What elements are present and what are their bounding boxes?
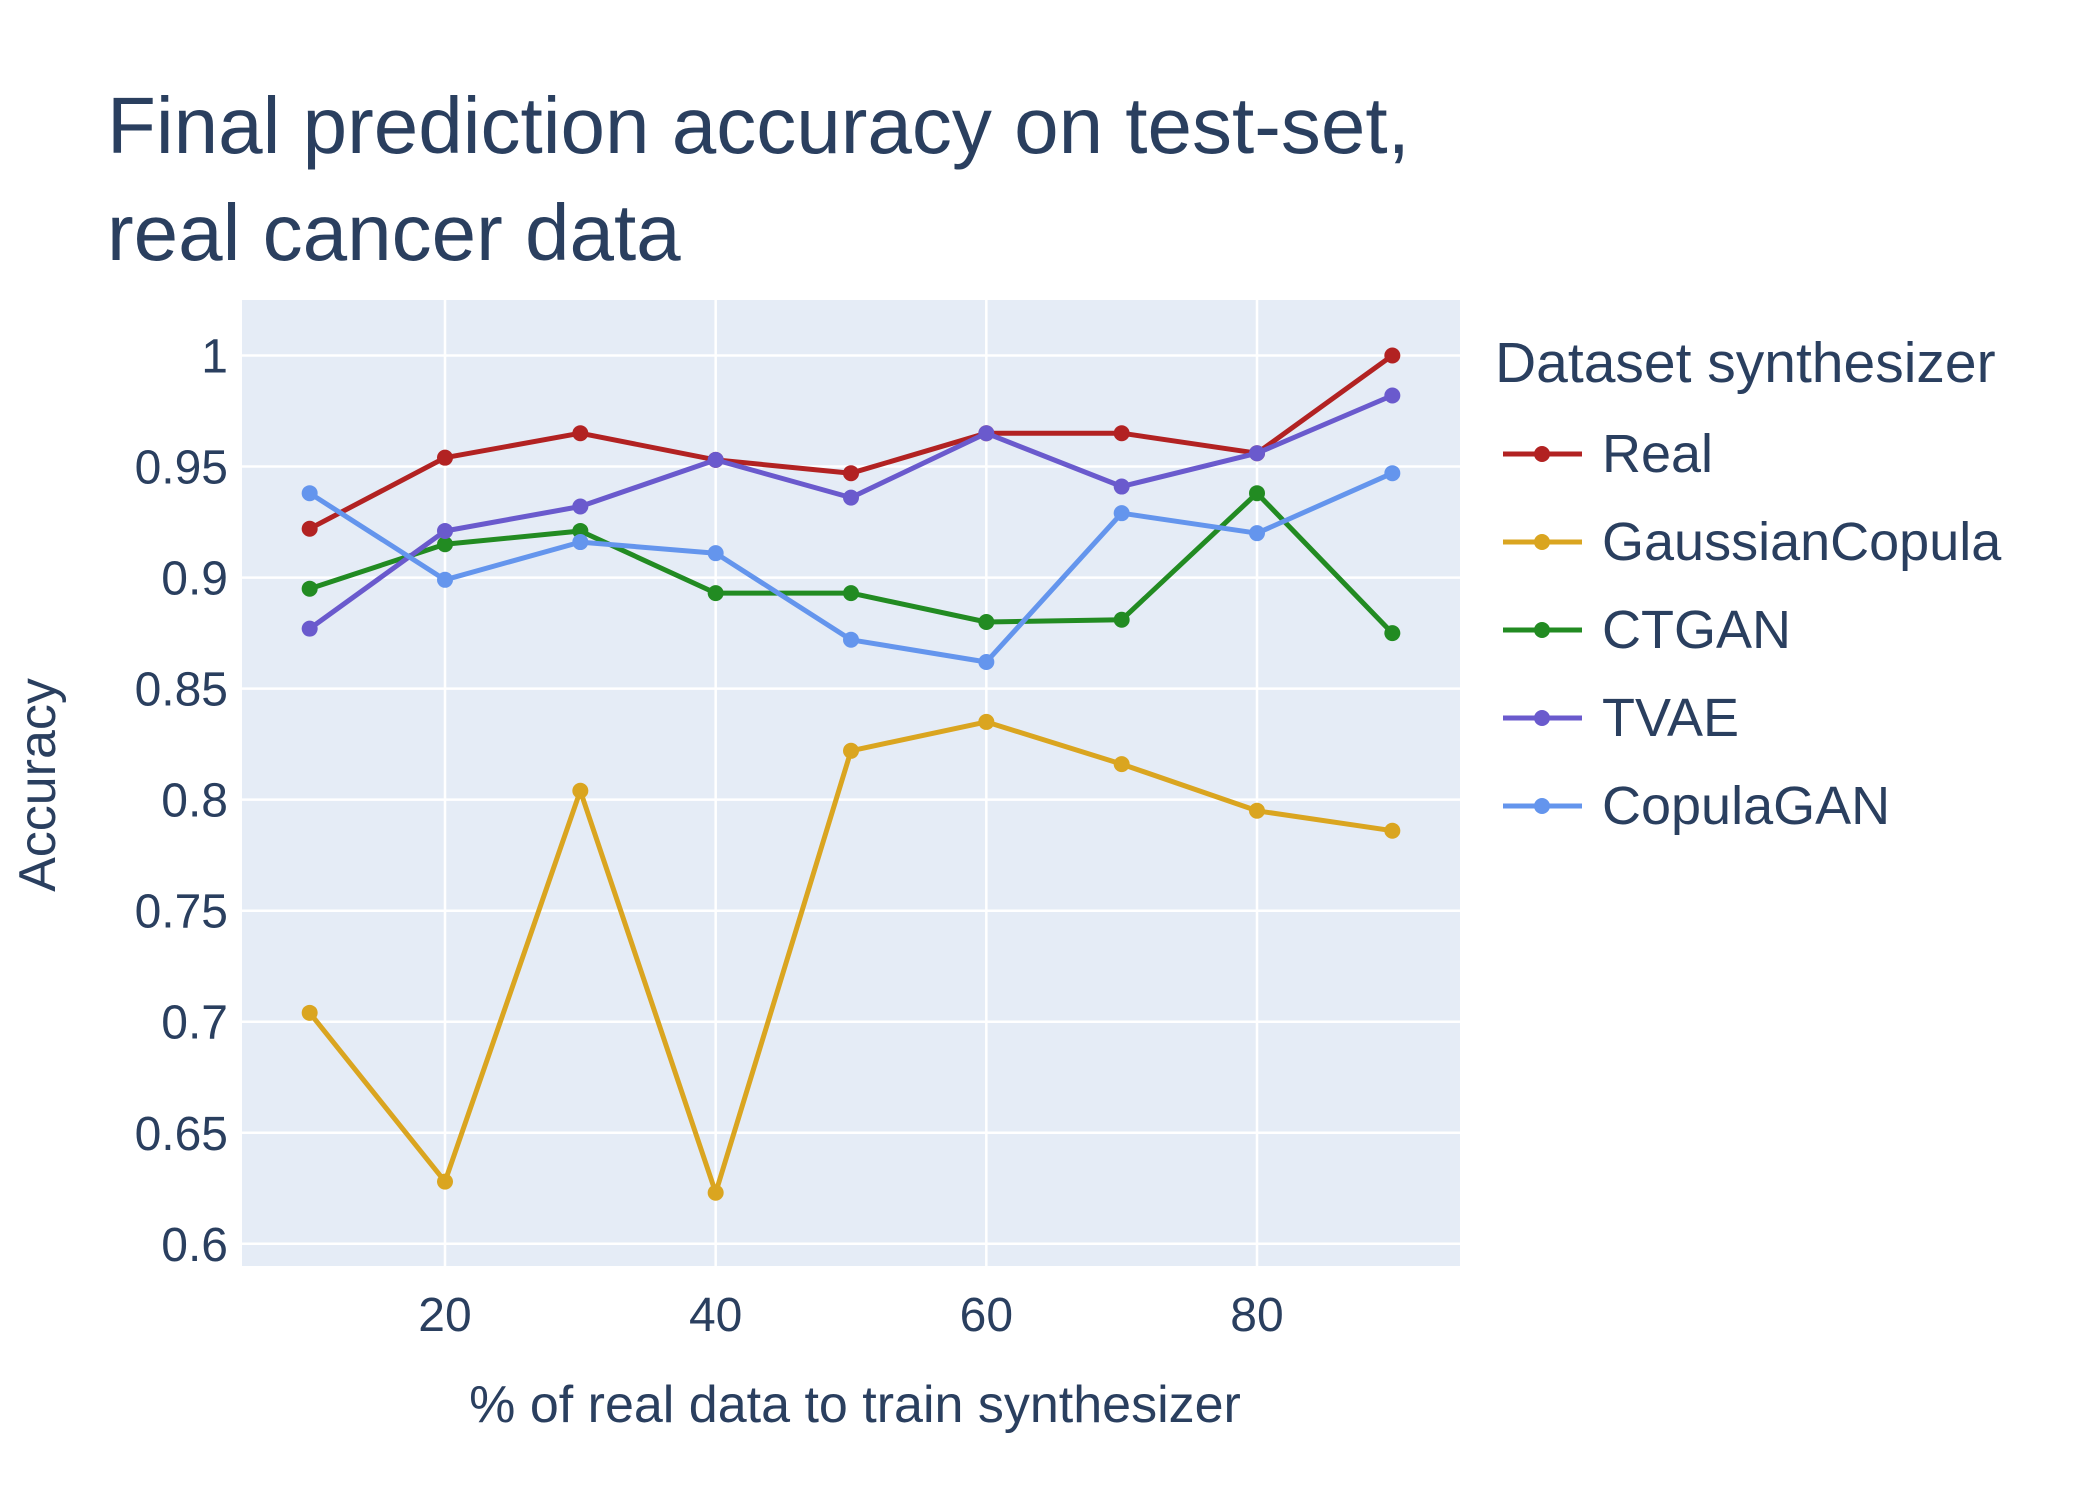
data-point-gaussiancopula [707, 1184, 724, 1201]
y-tick-label: 0.6 [161, 1219, 228, 1272]
data-point-tvae [437, 522, 453, 539]
x-tick-label: 80 [1230, 1289, 1283, 1342]
series-gaussiancopula [301, 713, 1401, 1201]
y-axis-label: Accuracy [9, 678, 67, 892]
data-point-ctgan [572, 522, 589, 539]
legend-swatch-real [1503, 446, 1582, 462]
data-point-ctgan [707, 585, 724, 602]
data-point-tvae [572, 498, 589, 515]
data-point-gaussiancopula [843, 742, 859, 759]
data-point-copulagan [572, 534, 589, 551]
data-point-tvae [1249, 445, 1265, 462]
data-point-copulagan [1249, 525, 1265, 542]
data-point-tvae [301, 620, 318, 637]
data-point-gaussiancopula [1113, 756, 1130, 773]
y-tick-label: 0.7 [161, 997, 228, 1050]
data-point-ctgan [1249, 485, 1265, 502]
data-point-copulagan [707, 545, 724, 562]
data-point-copulagan [1113, 505, 1130, 522]
series-copulagan [301, 465, 1401, 670]
x-tick-label: 40 [689, 1289, 742, 1342]
data-point-tvae [978, 425, 995, 442]
data-point-tvae [843, 489, 859, 506]
data-point-tvae [707, 451, 724, 468]
legend: Dataset synthesizer Real GaussianCopula CT… [1495, 330, 2001, 850]
data-point-real [1384, 347, 1401, 364]
data-point-ctgan [1384, 625, 1401, 642]
data-point-real [843, 465, 859, 482]
y-tick-label: 0.8 [161, 775, 228, 828]
series-ctgan [301, 485, 1401, 642]
axis-ticks: 0.6 0.65 0.7 0.75 0.8 0.85 0.9 0.95 1 20 40 60 80 [135, 331, 1284, 1342]
data-point-real [301, 520, 318, 537]
chart-title-line-2: real cancer data [107, 188, 681, 277]
data-point-gaussiancopula [572, 782, 589, 799]
y-tick-label: 0.85 [135, 664, 228, 717]
legend-label: CTGAN [1602, 600, 1791, 660]
y-tick-label: 0.9 [161, 553, 228, 606]
data-point-tvae [1113, 478, 1130, 495]
series-tvae [301, 387, 1401, 637]
data-point-copulagan [1384, 465, 1401, 482]
data-point-copulagan [437, 571, 453, 588]
y-tick-label: 1 [201, 331, 228, 384]
chart-title-line-1: Final prediction accuracy on test-set, [107, 81, 1410, 170]
data-point-ctgan [301, 580, 318, 597]
legend-item-real[interactable]: Real [1495, 410, 2001, 498]
data-point-ctgan [843, 585, 859, 602]
x-tick-label: 20 [418, 1289, 471, 1342]
series [301, 347, 1401, 1201]
x-tick-label: 60 [960, 1289, 1013, 1342]
data-point-gaussiancopula [1249, 802, 1265, 819]
legend-swatch-copulagan [1503, 798, 1582, 814]
x-axis-label: % of real data to train synthesizer [469, 1376, 1241, 1434]
legend-swatch-ctgan [1503, 622, 1582, 638]
data-point-copulagan [978, 653, 995, 670]
data-point-gaussiancopula [1384, 822, 1401, 839]
legend-item-gaussiancopula[interactable]: GaussianCopula [1495, 498, 2001, 586]
data-point-ctgan [978, 614, 995, 630]
y-tick-label: 0.95 [135, 442, 228, 495]
legend-item-copulagan[interactable]: CopulaGAN [1495, 762, 2001, 850]
legend-item-tvae[interactable]: TVAE [1495, 674, 2001, 762]
data-point-gaussiancopula [301, 1004, 318, 1021]
data-point-gaussiancopula [978, 713, 995, 730]
y-tick-label: 0.65 [135, 1108, 228, 1161]
legend-swatch-tvae [1503, 710, 1582, 726]
data-point-real [572, 425, 589, 442]
y-tick-label: 0.75 [135, 886, 228, 939]
legend-label: GaussianCopula [1602, 512, 2002, 572]
legend-label: Real [1602, 424, 1714, 484]
data-point-tvae [1384, 387, 1401, 404]
data-point-ctgan [437, 536, 453, 553]
legend-label: CopulaGAN [1602, 776, 1891, 836]
legend-label: TVAE [1602, 688, 1740, 748]
data-point-ctgan [1113, 611, 1130, 628]
data-point-copulagan [843, 631, 859, 648]
legend-swatch-gaussiancopula [1503, 534, 1582, 550]
data-point-gaussiancopula [437, 1173, 453, 1190]
data-point-real [1113, 425, 1130, 442]
data-point-copulagan [301, 485, 318, 502]
data-point-real [437, 449, 453, 466]
legend-item-ctgan[interactable]: CTGAN [1495, 586, 2001, 674]
legend-title: Dataset synthesizer [1495, 331, 1996, 395]
